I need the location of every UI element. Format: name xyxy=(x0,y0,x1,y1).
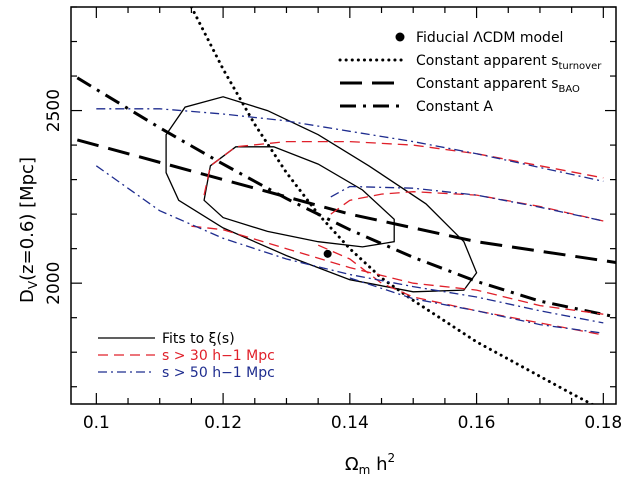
legend-label-turnover: Constant apparent sturnover xyxy=(416,53,602,72)
legend-label-fits: Fits to ξ(s) xyxy=(162,331,235,347)
y-axis-label-group: DV(z=0.6) [Mpc] xyxy=(17,157,40,303)
plot-frame xyxy=(70,6,617,405)
legend-sample-fiducial xyxy=(395,32,405,42)
y-axis-label-d: D xyxy=(17,289,38,303)
series-fits_inner xyxy=(203,146,395,248)
legend-label-main: Constant A xyxy=(416,99,493,115)
x-axis-label-h: h xyxy=(370,454,387,475)
x-tick-label: 0.1 xyxy=(83,413,110,433)
x-axis-label: Ωm h2 xyxy=(345,451,395,477)
legend-label-main: Constant apparent s xyxy=(416,53,559,69)
legend-label-s50: s > 50 h−1 Mpc xyxy=(162,365,275,381)
series-fits_outer xyxy=(165,96,478,293)
y-tick-label: 2000 xyxy=(44,262,64,305)
legend-top: Fiducial ΛCDM model Constant apparent stu… xyxy=(338,30,602,115)
y-axis-label-sub: V xyxy=(26,280,40,289)
series-red_outer_top xyxy=(203,140,604,196)
x-axis-label-sub: m xyxy=(359,463,371,477)
curves-layer xyxy=(76,7,616,404)
series-blue_lower xyxy=(95,165,604,324)
x-tick-label: 0.16 xyxy=(458,413,496,433)
legend-label-sub: BAO xyxy=(559,84,581,95)
legend-label-constA: Constant A xyxy=(416,99,493,115)
series-constA xyxy=(76,76,616,319)
x-axis-label-main: Ω xyxy=(345,454,359,475)
x-axis-label-sup: 2 xyxy=(387,451,395,465)
legend-label-main: Fiducial ΛCDM model xyxy=(416,30,563,46)
series-red_bottom xyxy=(317,244,604,336)
y-tick-label: 2500 xyxy=(44,89,64,132)
y-axis-label-rest: (z=0.6) [Mpc] xyxy=(17,157,38,281)
legend-label-main: Constant apparent s xyxy=(416,76,559,92)
legend-label-s30: s > 30 h−1 Mpc xyxy=(162,348,275,364)
series-red_inner_top xyxy=(330,191,604,222)
series-blue_inner xyxy=(330,185,604,222)
series-blue_top xyxy=(96,108,604,182)
legend-label-fiducial: Fiducial ΛCDM model xyxy=(416,30,563,46)
series-red_lower xyxy=(191,225,604,315)
legend-label-bao: Constant apparent sBAO xyxy=(416,76,580,95)
series-blue_bottom xyxy=(349,277,604,334)
legend-label-sub: turnover xyxy=(559,61,603,72)
x-tick-label: 0.14 xyxy=(331,413,369,433)
x-tick-label: 0.12 xyxy=(204,413,242,433)
fiducial-point xyxy=(323,249,332,258)
x-tick-label: 0.18 xyxy=(584,413,622,433)
series-bao xyxy=(76,138,616,264)
axis-ticks: 0.1 0.12 0.14 0.16 0.18 2000 2500 xyxy=(44,6,622,433)
y-axis-label: DV(z=0.6) [Mpc] xyxy=(17,157,40,303)
